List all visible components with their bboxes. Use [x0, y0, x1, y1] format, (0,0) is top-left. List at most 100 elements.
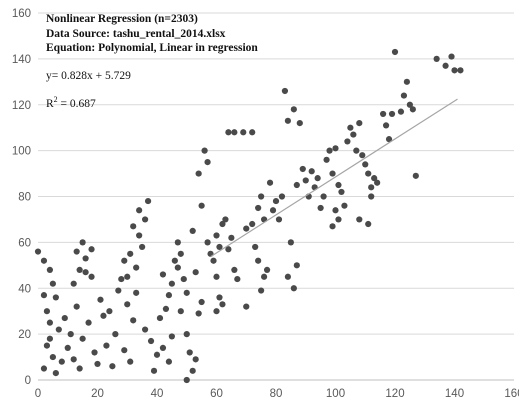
data-point-83	[189, 227, 196, 235]
data-point-153	[356, 120, 363, 127]
x-tick-label: 100	[326, 388, 345, 400]
data-point-92	[216, 243, 223, 251]
data-point-108	[255, 204, 262, 212]
data-point-97	[222, 216, 229, 223]
data-point-166	[385, 136, 393, 143]
data-point-127	[293, 181, 300, 189]
data-point-50	[139, 243, 146, 251]
data-point-45	[124, 273, 131, 280]
data-point-41	[121, 347, 128, 354]
data-point-149	[329, 223, 336, 230]
data-point-165	[382, 122, 390, 129]
r2-value: = 0.687	[58, 98, 96, 110]
data-point-7	[46, 319, 54, 326]
y-tick-label: 140	[12, 54, 31, 66]
data-point-43	[127, 358, 134, 365]
data-point-37	[109, 363, 116, 370]
data-point-161	[374, 179, 381, 186]
data-point-68	[174, 264, 181, 271]
data-point-164	[380, 110, 387, 118]
data-point-150	[344, 138, 351, 145]
data-point-121	[275, 216, 283, 223]
data-point-93	[213, 273, 220, 280]
data-point-169	[397, 108, 405, 115]
data-point-17	[70, 356, 77, 363]
data-point-34	[100, 312, 107, 319]
data-point-100	[228, 234, 235, 241]
data-point-94	[216, 294, 223, 301]
data-point-171	[403, 78, 410, 85]
data-point-6	[52, 294, 59, 301]
data-point-66	[159, 271, 167, 278]
data-point-48	[133, 264, 140, 271]
x-tick-label: 160	[504, 388, 519, 400]
data-point-19	[73, 303, 80, 310]
annotation-equation-type: Equation: Polynomial, Linear in regressi…	[46, 42, 258, 54]
data-point-117	[234, 275, 241, 283]
data-point-36	[103, 342, 110, 349]
data-point-47	[127, 250, 134, 257]
data-point-175	[433, 55, 440, 62]
data-point-38	[112, 331, 119, 338]
data-point-140	[323, 156, 330, 163]
data-point-12	[52, 370, 59, 377]
x-tick-label: 140	[445, 388, 464, 400]
data-point-111	[252, 243, 259, 251]
annotation-source: Data Source: tashu_rental_2014.xlsx	[46, 28, 226, 40]
data-point-79	[183, 376, 190, 384]
data-point-124	[284, 117, 291, 124]
data-point-134	[293, 262, 300, 269]
data-point-76	[186, 349, 193, 356]
x-tick-label: 120	[385, 388, 404, 400]
data-point-157	[365, 170, 372, 177]
data-point-178	[457, 67, 464, 74]
data-point-177	[451, 67, 458, 74]
data-point-23	[76, 266, 83, 273]
data-point-147	[335, 216, 342, 223]
data-point-15	[61, 314, 68, 322]
data-point-18	[67, 331, 74, 338]
data-point-138	[317, 204, 324, 212]
data-point-25	[88, 273, 95, 280]
data-point-179	[442, 62, 449, 69]
data-point-33	[97, 296, 104, 303]
y-tick-label: 160	[12, 8, 31, 20]
data-point-116	[243, 303, 250, 310]
trendline	[210, 98, 458, 258]
annotation-r-squared: R2 = 0.687	[46, 95, 96, 110]
data-point-13	[58, 358, 65, 365]
data-point-172	[412, 172, 419, 179]
x-tick-label: 60	[210, 388, 223, 400]
data-point-160	[368, 193, 375, 200]
data-point-14	[46, 335, 54, 342]
data-point-102	[225, 129, 232, 136]
data-point-70	[177, 250, 184, 257]
data-point-32	[94, 360, 101, 368]
data-point-156	[362, 161, 369, 168]
data-point-71	[174, 239, 181, 246]
data-point-119	[269, 207, 277, 214]
data-point-104	[240, 129, 247, 136]
data-point-30	[85, 319, 92, 326]
data-point-20	[76, 365, 83, 372]
data-point-126	[296, 120, 303, 127]
y-tick-label: 120	[12, 100, 31, 112]
data-point-139	[320, 193, 327, 200]
data-point-87	[198, 202, 205, 209]
data-point-67	[168, 280, 175, 287]
data-point-114	[263, 266, 271, 273]
data-point-77	[189, 367, 196, 374]
data-point-28	[88, 246, 95, 253]
data-point-143	[332, 145, 339, 152]
data-point-63	[165, 358, 172, 365]
data-point-163	[365, 220, 372, 228]
data-point-35	[106, 308, 113, 315]
data-point-122	[278, 193, 286, 200]
data-point-105	[249, 129, 256, 136]
data-point-21	[79, 335, 86, 342]
data-point-128	[299, 165, 306, 173]
data-point-133	[290, 285, 297, 292]
data-point-170	[400, 92, 408, 99]
data-point-155	[359, 152, 366, 159]
data-point-39	[115, 287, 122, 294]
